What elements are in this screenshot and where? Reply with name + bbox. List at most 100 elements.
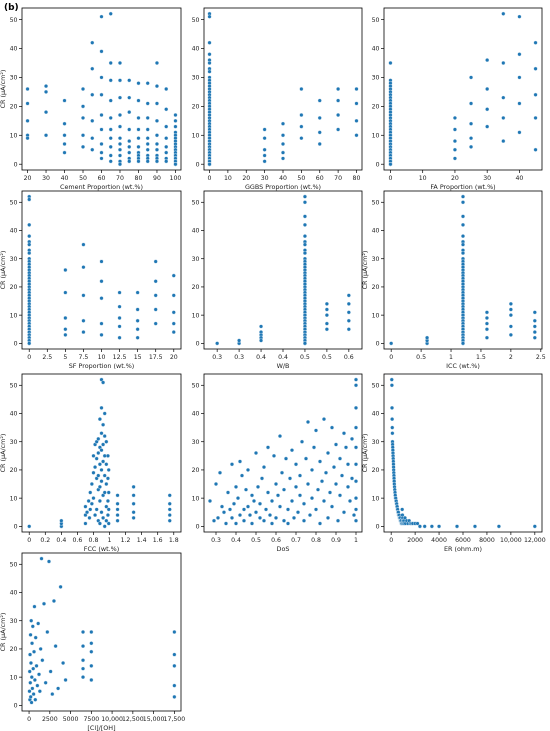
data-point bbox=[532, 310, 537, 315]
x-tick-label: 2000 bbox=[407, 537, 423, 544]
data-point bbox=[211, 518, 217, 523]
data-point bbox=[99, 156, 104, 161]
data-point bbox=[115, 501, 120, 506]
data-point bbox=[299, 124, 304, 129]
x-tick-label: 50 bbox=[79, 175, 87, 182]
data-point bbox=[46, 559, 52, 564]
data-point bbox=[154, 60, 159, 65]
y-tick-label: 40 bbox=[192, 228, 200, 235]
panel-label: (b) bbox=[4, 3, 19, 13]
y-tick-label: 40 bbox=[372, 228, 380, 235]
data-point bbox=[346, 310, 351, 315]
y-axis-label: CR (μA/cm²) bbox=[0, 251, 7, 290]
data-point bbox=[164, 86, 169, 92]
data-point bbox=[97, 462, 102, 467]
data-point bbox=[27, 234, 32, 239]
data-point bbox=[81, 629, 86, 635]
y-tick-label: 30 bbox=[192, 256, 200, 263]
data-point bbox=[291, 515, 297, 520]
scatter-panel-10: 0 2500 5000 7500 10,000 12,500 15,000 17,500 0 10… bbox=[0, 552, 185, 731]
y-tick-label: 50 bbox=[10, 17, 18, 24]
data-point bbox=[501, 95, 506, 100]
data-point bbox=[335, 518, 341, 523]
data-point bbox=[297, 473, 303, 478]
data-point bbox=[29, 700, 34, 705]
data-point bbox=[346, 327, 351, 332]
x-tick-label: 2.5 bbox=[536, 354, 546, 361]
data-point bbox=[460, 242, 466, 247]
data-point bbox=[259, 338, 264, 343]
data-point bbox=[154, 84, 159, 89]
y-tick-label: 10 bbox=[10, 495, 18, 502]
y-tick-label: 40 bbox=[372, 411, 380, 418]
data-point bbox=[32, 649, 37, 654]
data-point bbox=[127, 150, 132, 155]
data-point bbox=[87, 515, 92, 520]
data-point bbox=[389, 405, 395, 410]
data-point bbox=[136, 127, 141, 132]
data-point bbox=[207, 14, 212, 19]
data-point bbox=[341, 510, 347, 515]
x-axis-label: SF Proportion (wt.%) bbox=[69, 362, 135, 370]
y-tick-label: 20 bbox=[372, 284, 380, 291]
data-point bbox=[30, 624, 35, 629]
data-point bbox=[354, 101, 359, 106]
data-point bbox=[27, 222, 32, 227]
x-tick-label: 0 bbox=[208, 175, 212, 182]
data-point bbox=[172, 683, 177, 688]
data-point bbox=[354, 118, 359, 123]
data-point bbox=[237, 338, 242, 343]
data-point bbox=[171, 273, 176, 278]
data-point bbox=[452, 127, 457, 132]
data-point bbox=[80, 115, 86, 120]
data-point bbox=[311, 445, 317, 450]
data-point bbox=[89, 641, 94, 646]
data-point bbox=[27, 251, 32, 256]
y-tick-label: 0 bbox=[14, 524, 18, 531]
data-point bbox=[321, 417, 327, 422]
data-point bbox=[533, 66, 538, 71]
data-point bbox=[472, 524, 477, 529]
data-point bbox=[31, 666, 36, 671]
data-point bbox=[501, 60, 506, 65]
data-point bbox=[101, 442, 106, 447]
data-point bbox=[94, 507, 99, 512]
data-point bbox=[221, 510, 227, 515]
data-point bbox=[99, 405, 104, 410]
data-point bbox=[99, 279, 104, 284]
data-point bbox=[117, 153, 123, 158]
data-point bbox=[106, 507, 111, 512]
data-point bbox=[90, 66, 95, 71]
data-point bbox=[302, 242, 307, 247]
data-point bbox=[233, 484, 239, 489]
data-point bbox=[90, 136, 95, 141]
data-point bbox=[173, 113, 178, 118]
data-point bbox=[353, 479, 359, 484]
data-point bbox=[333, 482, 339, 487]
y-tick-label: 50 bbox=[10, 199, 18, 206]
data-point bbox=[99, 150, 104, 155]
data-point bbox=[106, 467, 111, 472]
data-point bbox=[81, 644, 86, 649]
y-tick-label: 30 bbox=[372, 439, 380, 446]
x-tick-label: 0.8 bbox=[89, 537, 99, 544]
data-point bbox=[508, 307, 513, 312]
data-point bbox=[215, 341, 220, 346]
data-point bbox=[117, 324, 122, 329]
y-tick-label: 10 bbox=[372, 495, 380, 502]
data-point bbox=[117, 141, 123, 146]
data-point bbox=[117, 124, 123, 129]
data-point bbox=[233, 521, 239, 526]
data-point bbox=[105, 476, 110, 481]
data-point bbox=[293, 462, 299, 467]
data-point bbox=[136, 144, 141, 149]
data-point bbox=[117, 162, 123, 167]
data-point bbox=[99, 127, 104, 132]
data-point bbox=[265, 445, 271, 450]
data-point bbox=[317, 130, 322, 135]
x-tick-label: 0.5 bbox=[300, 354, 310, 361]
data-point bbox=[329, 425, 335, 430]
data-point bbox=[93, 465, 98, 470]
data-point bbox=[415, 521, 420, 526]
